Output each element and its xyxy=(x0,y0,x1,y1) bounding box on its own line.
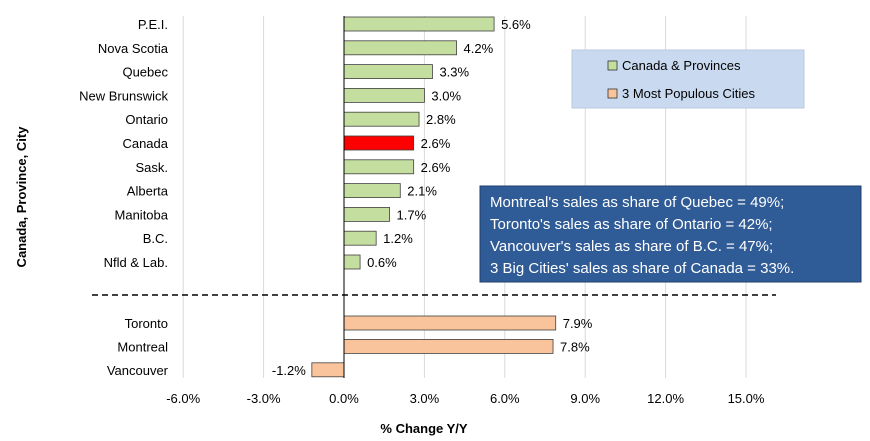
category-labels: P.E.I. Nova Scotia Quebec New Brunswick Onta… xyxy=(79,17,169,378)
annotation-line: Montreal's sales as share of Quebec = 49… xyxy=(490,194,784,211)
bar xyxy=(343,183,401,199)
category-label: Quebec xyxy=(122,65,168,80)
bar xyxy=(343,230,377,246)
bars xyxy=(311,16,557,378)
category-label: Canada xyxy=(122,136,168,151)
annotation-line: 3 Big Cities' sales as share of Canada =… xyxy=(490,260,794,277)
annotation-box: Montreal's sales as share of Quebec = 49… xyxy=(479,185,862,283)
x-tick-label: 6.0% xyxy=(490,391,520,406)
category-label: Montreal xyxy=(117,339,168,354)
category-label: Ontario xyxy=(125,112,168,127)
x-tick-label: 15.0% xyxy=(728,391,765,406)
data-label: 4.2% xyxy=(464,41,494,56)
bar xyxy=(343,88,425,103)
bar xyxy=(343,206,390,222)
bar xyxy=(343,315,557,331)
annotation-background xyxy=(479,185,862,283)
x-tick-label: -6.0% xyxy=(166,391,200,406)
bar xyxy=(311,362,345,378)
category-label: New Brunswick xyxy=(79,88,168,103)
bar xyxy=(343,40,457,56)
data-label: 1.7% xyxy=(397,207,427,222)
data-label: 3.0% xyxy=(431,88,461,103)
category-label: Toronto xyxy=(125,316,168,331)
bar xyxy=(343,135,415,151)
data-label: 2.6% xyxy=(421,136,451,151)
data-label: 5.6% xyxy=(501,17,531,32)
category-label: P.E.I. xyxy=(138,17,168,32)
category-label: Vancouver xyxy=(107,363,169,378)
annotation-line: Toronto's sales as share of Ontario = 42… xyxy=(490,216,773,233)
data-label: 7.8% xyxy=(560,339,590,354)
data-label: 7.9% xyxy=(563,316,593,331)
x-tick-label: 12.0% xyxy=(647,391,684,406)
category-label: Nfld & Lab. xyxy=(104,255,168,270)
data-label: 2.6% xyxy=(421,160,451,175)
bar xyxy=(343,159,415,175)
category-label: Manitoba xyxy=(115,207,169,222)
legend-swatch-cities xyxy=(607,88,618,99)
legend: Canada & Provinces 3 Most Populous Citie… xyxy=(571,49,805,109)
x-tick-labels: -6.0% -3.0% 0.0% 3.0% 6.0% 9.0% 12.0% 15.0% xyxy=(166,391,765,406)
legend-label-provinces: Canada & Provinces xyxy=(622,58,741,73)
data-label: 1.2% xyxy=(383,231,413,246)
category-label: Alberta xyxy=(127,184,169,199)
x-tick-label: 0.0% xyxy=(329,391,359,406)
legend-label-cities: 3 Most Populous Cities xyxy=(622,86,755,101)
category-label: Sask. xyxy=(135,160,168,175)
annotation-line: Vancouver's sales as share of B.C. = 47%… xyxy=(490,238,773,255)
y-axis-title: Canada, Province, City xyxy=(14,126,29,268)
bar xyxy=(343,111,420,127)
data-label: 0.6% xyxy=(367,255,397,270)
data-labels: 5.6% 4.2% 3.3% 3.0% 2.8% 2.6% 2.6% 2.1% 1.7% 1.2%… xyxy=(272,17,593,378)
bar xyxy=(343,16,495,32)
data-label: -1.2% xyxy=(272,363,306,378)
bar xyxy=(343,338,554,354)
x-axis-title: % Change Y/Y xyxy=(380,421,468,436)
bar xyxy=(343,64,433,79)
data-label: 2.8% xyxy=(426,112,456,127)
category-label: Nova Scotia xyxy=(98,41,169,56)
data-label: 3.3% xyxy=(439,65,469,80)
category-label: B.C. xyxy=(143,231,168,246)
legend-swatch-provinces xyxy=(607,60,618,71)
x-tick-label: 9.0% xyxy=(570,391,600,406)
x-tick-label: -3.0% xyxy=(247,391,281,406)
bar xyxy=(343,254,361,270)
data-label: 2.1% xyxy=(407,184,437,199)
x-tick-label: 3.0% xyxy=(410,391,440,406)
